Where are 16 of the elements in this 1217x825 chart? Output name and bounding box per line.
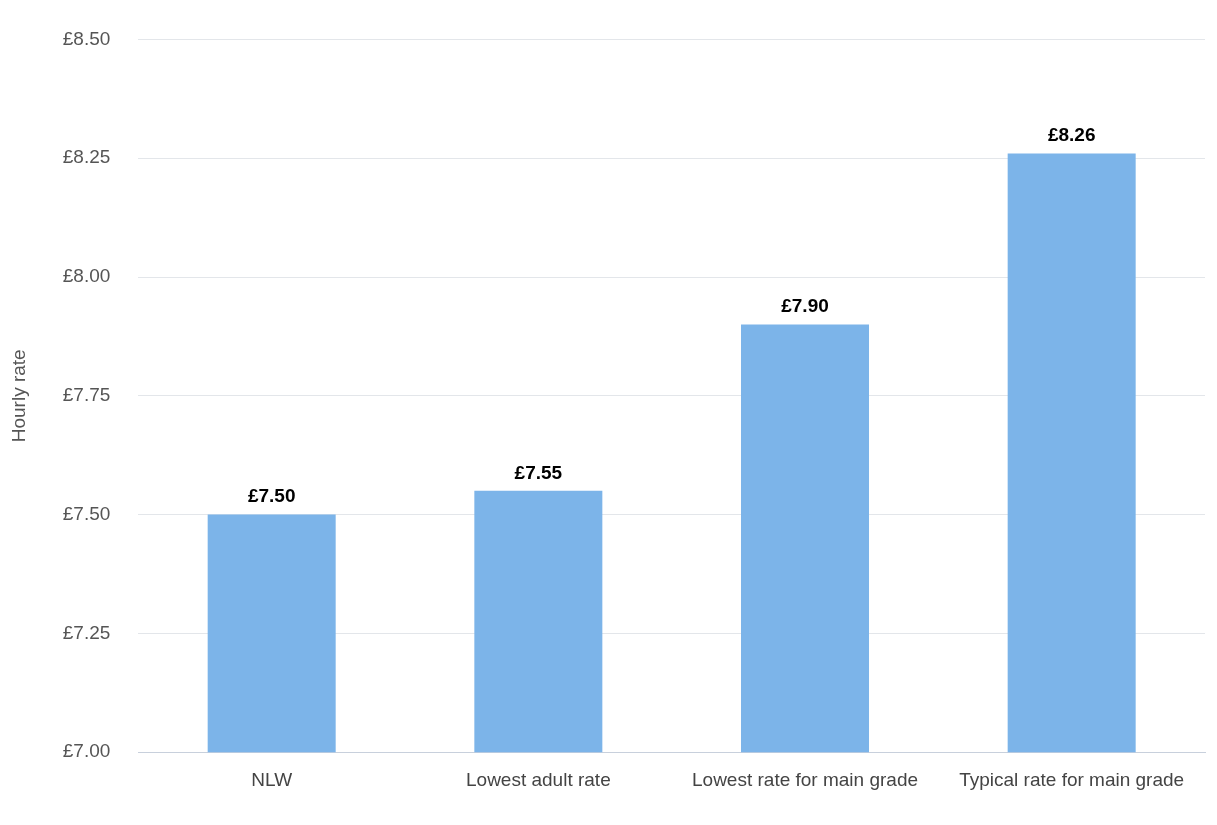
x-tick-label: NLW — [251, 768, 293, 790]
y-tick-label: £7.50 — [62, 502, 111, 524]
y-tick-label: £7.75 — [62, 384, 111, 406]
x-tick-label: Typical rate for main grade — [959, 768, 1185, 790]
y-tick-label: £8.00 — [62, 265, 111, 287]
data-label: £8.26 — [1047, 124, 1096, 146]
data-label: £7.55 — [514, 461, 563, 483]
data-label: £7.90 — [781, 295, 829, 317]
x-tick-label: Lowest rate for main grade — [692, 768, 919, 790]
x-tick-label: Lowest adult rate — [465, 768, 611, 790]
y-tick-label: £8.50 — [62, 27, 111, 49]
y-tick-label: £7.25 — [62, 621, 111, 643]
y-tick-label: £8.25 — [62, 146, 111, 168]
y-axis-title: Hourly rate — [7, 349, 29, 443]
data-label: £7.50 — [247, 485, 296, 507]
y-tick-label: £7.00 — [62, 740, 111, 762]
